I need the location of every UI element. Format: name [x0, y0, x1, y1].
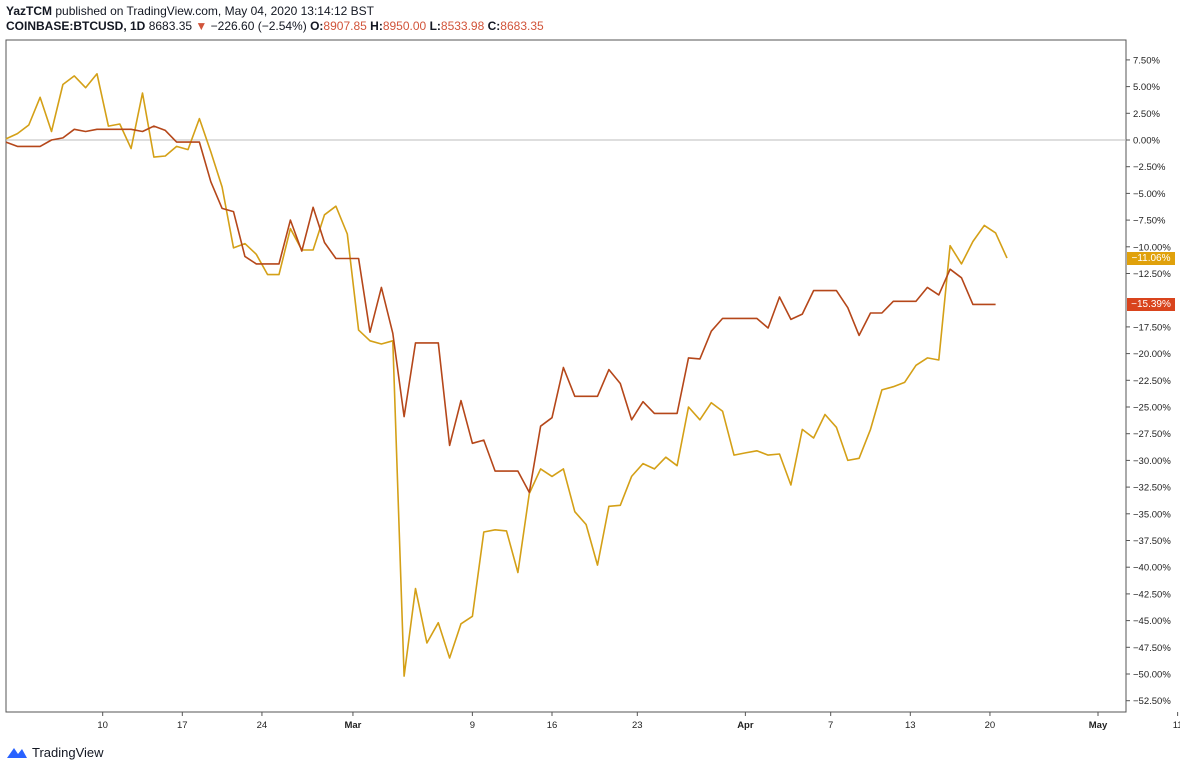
y-tick-label: −12.50% — [1133, 269, 1171, 280]
y-tick-label: 0.00% — [1133, 136, 1160, 147]
x-tick-label: 20 — [985, 720, 996, 731]
low-label: L: — [429, 19, 441, 33]
close-label: C: — [487, 19, 501, 33]
x-tick-label: 11 — [1173, 720, 1180, 731]
y-tick-label: −22.50% — [1133, 376, 1171, 387]
y-tick-label: −17.50% — [1133, 322, 1171, 333]
y-tick-label: −5.00% — [1133, 189, 1166, 200]
x-tick-label: 17 — [177, 720, 188, 731]
x-axis[interactable]: 10 17 24 Mar 9 16 23 Apr 7 13 20 May 11 — [97, 712, 1180, 731]
y-tick-label: −45.00% — [1133, 616, 1171, 627]
x-tick-label: Mar — [344, 720, 361, 731]
y-tick-label: −52.50% — [1133, 696, 1171, 707]
x-tick-label: 23 — [632, 720, 643, 731]
footer[interactable]: TradingView — [6, 742, 104, 762]
gold-last-value-badge: −11.06% — [1127, 251, 1175, 265]
close-value: 8683.35 — [500, 19, 544, 33]
open-value: 8907.85 — [323, 19, 367, 33]
tradingview-logo-icon — [7, 748, 27, 758]
x-tick-label: 24 — [257, 720, 268, 731]
y-tick-label: −20.00% — [1133, 349, 1171, 360]
x-tick-label: 10 — [97, 720, 108, 731]
x-tick-label: Apr — [737, 720, 754, 731]
y-tick-label: 7.50% — [1133, 55, 1160, 66]
brown-series-line — [5, 125, 996, 494]
price-change: −226.60 (−2.54%) — [210, 19, 307, 33]
footer-brand: TradingView — [32, 744, 104, 760]
y-tick-label: −7.50% — [1133, 216, 1166, 227]
x-tick-label: 7 — [828, 720, 833, 731]
publish-line: YazTCM published on TradingView.com, May… — [6, 4, 544, 19]
y-tick-label: −47.50% — [1133, 643, 1171, 654]
y-tick-label: −35.00% — [1133, 509, 1171, 520]
x-tick-label: May — [1089, 720, 1108, 731]
chart-header: YazTCM published on TradingView.com, May… — [6, 4, 544, 34]
x-tick-label: 16 — [547, 720, 558, 731]
y-tick-label: −2.50% — [1133, 162, 1166, 173]
publish-info: published on TradingView.com, May 04, 20… — [55, 4, 375, 18]
author-name[interactable]: YazTCM — [6, 4, 53, 18]
gold-series-line — [5, 73, 1008, 677]
high-value: 8950.00 — [382, 19, 427, 33]
ohlc-line: COINBASE:BTCUSD, 1D 8683.35 ▼ −226.60 (−… — [6, 19, 544, 34]
y-tick-label: 5.00% — [1133, 82, 1160, 93]
last-price: 8683.35 — [148, 19, 193, 33]
y-tick-label: −40.00% — [1133, 563, 1171, 574]
y-tick-label: −25.00% — [1133, 403, 1171, 414]
y-tick-label: −27.50% — [1133, 429, 1171, 440]
y-tick-label: −30.00% — [1133, 456, 1171, 467]
low-value: 8533.98 — [440, 19, 485, 33]
y-tick-label: −50.00% — [1133, 670, 1171, 681]
y-axis[interactable]: 7.50% 5.00% 2.50% 0.00% −2.50% −5.00% −7.50% −1… — [1126, 55, 1171, 707]
symbol-label[interactable]: COINBASE:BTCUSD, 1D — [6, 19, 146, 33]
x-tick-label: 9 — [470, 720, 475, 731]
open-label: O: — [310, 19, 324, 33]
brown-last-value-badge: −15.39% — [1127, 297, 1175, 311]
y-tick-label: −10.00% — [1133, 242, 1171, 253]
x-tick-label: 13 — [905, 720, 916, 731]
chart-canvas[interactable]: 10 17 24 Mar 9 16 23 Apr 7 13 20 May 11 7.50% 5.00% 2.… — [0, 0, 1180, 742]
high-label: H: — [370, 19, 383, 33]
y-tick-label: −37.50% — [1133, 536, 1171, 547]
series-lines — [5, 73, 1008, 677]
y-tick-label: −42.50% — [1133, 589, 1171, 600]
y-tick-label: −32.50% — [1133, 483, 1171, 494]
y-tick-label: 2.50% — [1133, 109, 1160, 120]
down-arrow-icon: ▼ — [195, 19, 208, 33]
